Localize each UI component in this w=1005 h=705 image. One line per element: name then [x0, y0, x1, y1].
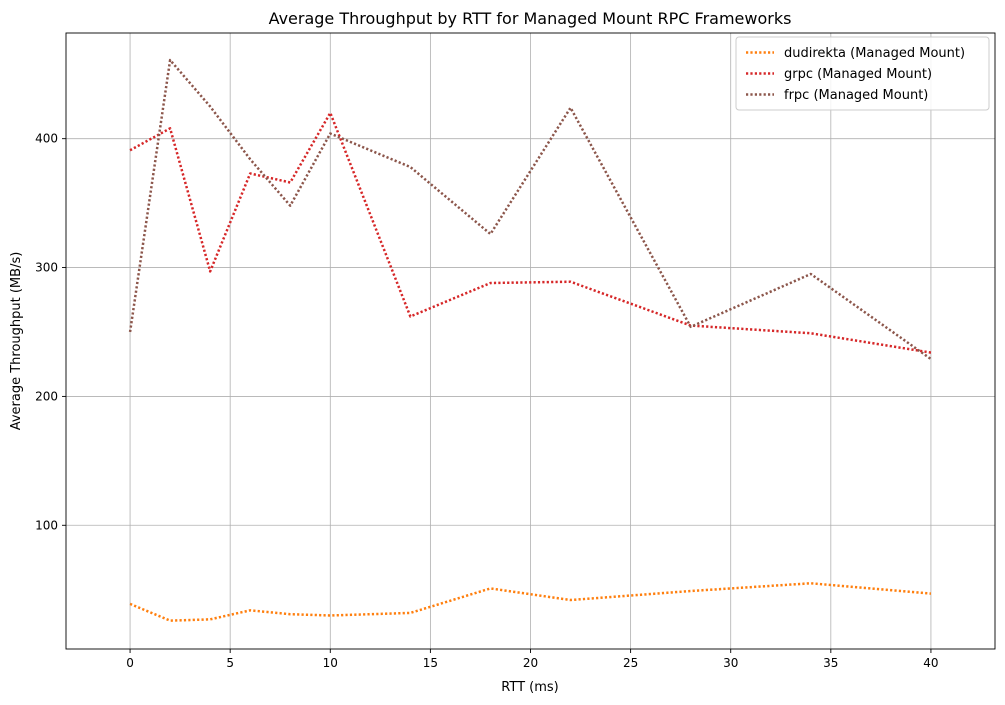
x-tick-label: 20 — [523, 656, 538, 670]
x-tick-label: 35 — [823, 656, 838, 670]
legend-label: dudirekta (Managed Mount) — [784, 46, 965, 61]
y-axis-label: Average Throughput (MB/s) — [9, 252, 24, 431]
x-tick-label: 10 — [323, 656, 338, 670]
x-tick-label: 30 — [723, 656, 738, 670]
series-line-1 — [129, 582, 932, 622]
y-tick-label: 400 — [35, 132, 58, 146]
legend-label: grpc (Managed Mount) — [784, 67, 932, 82]
x-tick-label: 25 — [623, 656, 638, 670]
legend-label: frpc (Managed Mount) — [784, 88, 928, 103]
legend-box — [735, 36, 990, 111]
x-tick-label: 40 — [923, 656, 938, 670]
legend: dudirekta (Managed Mount) grpc (Managed M… — [735, 36, 990, 111]
x-tick-label: 0 — [126, 656, 134, 670]
series-lines — [128, 58, 932, 622]
ticks: 0 5 10 15 20 25 30 35 40 100 200 300 400 — [35, 132, 938, 670]
x-tick-label: 15 — [423, 656, 438, 670]
y-tick-label: 100 — [35, 518, 58, 532]
y-tick-label: 200 — [35, 389, 58, 403]
chart-title: Average Throughput by RTT for Managed Mo… — [269, 9, 792, 28]
series-line-2 — [129, 111, 932, 354]
y-tick-label: 300 — [35, 261, 58, 275]
series-line-3 — [128, 58, 932, 361]
grid — [66, 33, 995, 649]
x-tick-label: 5 — [226, 656, 234, 670]
x-axis-label: RTT (ms) — [501, 680, 558, 695]
